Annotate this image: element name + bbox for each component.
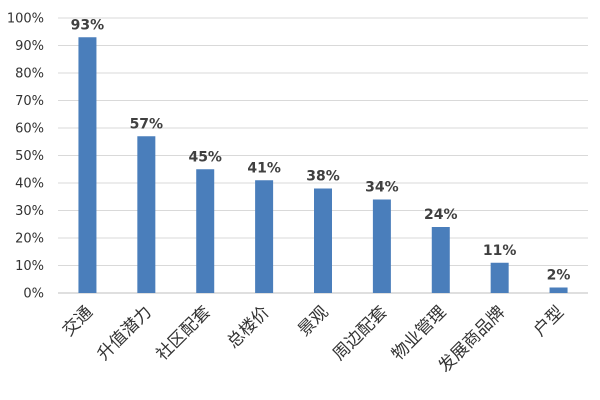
bar xyxy=(490,262,509,293)
bar xyxy=(137,136,156,293)
bar xyxy=(255,180,274,293)
category-label: 社区配套 xyxy=(153,302,215,364)
category-label: 周边配套 xyxy=(329,302,391,364)
y-tick-label: 10% xyxy=(15,259,44,274)
y-tick-label: 60% xyxy=(15,122,44,137)
data-label: 24% xyxy=(424,207,458,223)
data-label: 11% xyxy=(483,243,517,259)
y-tick-label: 20% xyxy=(15,232,44,247)
category-label: 户型 xyxy=(530,302,568,340)
y-tick-label: 40% xyxy=(15,177,44,192)
y-tick-label: 80% xyxy=(15,67,44,82)
category-label: 景观 xyxy=(294,302,332,340)
bar xyxy=(78,37,97,293)
data-label: 41% xyxy=(247,160,281,176)
y-axis-ticks: 0% 10% 20% 30% 40% 50% 60% 70% 80% 90% 100% xyxy=(7,12,44,302)
data-label: 34% xyxy=(365,180,399,196)
category-label: 交通 xyxy=(59,302,97,340)
data-label: 93% xyxy=(71,17,105,33)
y-tick-label: 50% xyxy=(15,149,44,164)
bar xyxy=(196,169,215,293)
bar xyxy=(549,287,568,293)
y-tick-label: 30% xyxy=(15,204,44,219)
y-tick-label: 70% xyxy=(15,94,44,109)
bar xyxy=(431,227,450,293)
bar xyxy=(372,199,391,293)
data-label: 45% xyxy=(188,149,222,165)
category-label: 总楼价 xyxy=(223,302,273,352)
data-labels: 93% 57% 45% 41% 38% 34% 24% 11% 2% xyxy=(71,17,571,283)
category-label: 升值潜力 xyxy=(94,302,156,364)
data-label: 38% xyxy=(306,169,340,185)
data-label: 2% xyxy=(547,268,571,284)
bar xyxy=(314,188,332,293)
y-tick-label: 100% xyxy=(7,12,44,27)
data-label: 57% xyxy=(130,116,164,132)
y-tick-label: 90% xyxy=(15,39,44,54)
y-tick-label: 0% xyxy=(23,287,44,302)
bars xyxy=(78,37,568,293)
